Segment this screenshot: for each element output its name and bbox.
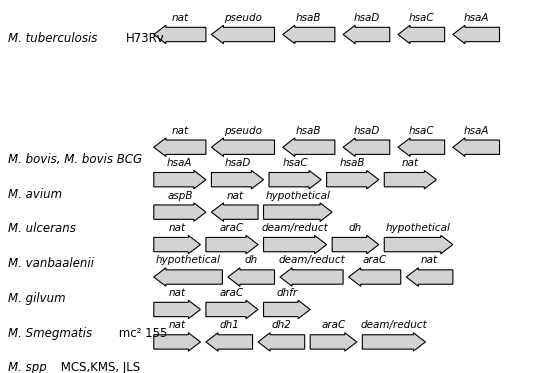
FancyArrow shape xyxy=(348,268,401,286)
Text: nat: nat xyxy=(169,223,186,233)
Text: pseudo: pseudo xyxy=(224,126,262,136)
Text: aspB: aspB xyxy=(167,191,193,201)
FancyArrow shape xyxy=(264,235,326,254)
FancyArrow shape xyxy=(264,203,332,221)
FancyArrow shape xyxy=(269,170,321,189)
Text: H73Rv: H73Rv xyxy=(126,32,165,46)
FancyArrow shape xyxy=(453,25,500,44)
FancyArrow shape xyxy=(206,333,253,351)
Text: araC: araC xyxy=(362,256,387,266)
Text: nat: nat xyxy=(171,126,188,136)
FancyArrow shape xyxy=(154,138,206,156)
FancyArrow shape xyxy=(211,25,274,44)
FancyArrow shape xyxy=(406,268,453,286)
Text: hypothetical: hypothetical xyxy=(156,256,221,266)
FancyArrow shape xyxy=(154,300,200,319)
Text: MCS,KMS, JLS: MCS,KMS, JLS xyxy=(57,361,141,373)
FancyArrow shape xyxy=(264,300,310,319)
Text: M. bovis, M. bovis BCG: M. bovis, M. bovis BCG xyxy=(8,153,142,166)
FancyArrow shape xyxy=(211,138,274,156)
Text: dh: dh xyxy=(245,256,258,266)
FancyArrow shape xyxy=(154,25,206,44)
FancyArrow shape xyxy=(154,333,200,351)
Text: hsaC: hsaC xyxy=(408,13,434,23)
Text: hsaB: hsaB xyxy=(296,126,321,136)
FancyArrow shape xyxy=(283,138,335,156)
Text: nat: nat xyxy=(169,320,186,330)
Text: hypothetical: hypothetical xyxy=(265,191,330,201)
FancyArrow shape xyxy=(154,203,206,221)
FancyArrow shape xyxy=(211,203,258,221)
Text: nat: nat xyxy=(421,256,438,266)
FancyArrow shape xyxy=(384,170,436,189)
Text: dh: dh xyxy=(349,223,362,233)
Text: nat: nat xyxy=(171,13,188,23)
FancyArrow shape xyxy=(211,170,264,189)
FancyArrow shape xyxy=(154,268,222,286)
FancyArrow shape xyxy=(228,268,274,286)
Text: dh2: dh2 xyxy=(272,320,291,330)
Text: hsaB: hsaB xyxy=(296,13,321,23)
FancyArrow shape xyxy=(206,300,258,319)
Text: hsaC: hsaC xyxy=(282,158,308,168)
Text: hsaA: hsaA xyxy=(464,126,489,136)
Text: hsaB: hsaB xyxy=(340,158,366,168)
FancyArrow shape xyxy=(343,25,390,44)
Text: M. Smegmatis: M. Smegmatis xyxy=(8,327,92,339)
Text: nat: nat xyxy=(169,288,186,298)
FancyArrow shape xyxy=(326,170,379,189)
Text: deam/reduct: deam/reduct xyxy=(361,320,427,330)
FancyArrow shape xyxy=(398,25,445,44)
Text: deam/reduct: deam/reduct xyxy=(278,256,345,266)
Text: araC: araC xyxy=(321,320,346,330)
Text: hsaD: hsaD xyxy=(225,158,251,168)
Text: M. avium: M. avium xyxy=(8,188,63,201)
Text: M. tuberculosis: M. tuberculosis xyxy=(8,32,101,46)
Text: hypothetical: hypothetical xyxy=(386,223,451,233)
Text: mc² 155: mc² 155 xyxy=(115,327,167,339)
FancyArrow shape xyxy=(154,235,200,254)
FancyArrow shape xyxy=(258,333,305,351)
Text: hsaC: hsaC xyxy=(408,126,434,136)
Text: pseudo: pseudo xyxy=(224,13,262,23)
Text: hsaA: hsaA xyxy=(464,13,489,23)
FancyArrow shape xyxy=(398,138,445,156)
FancyArrow shape xyxy=(453,138,500,156)
FancyArrow shape xyxy=(362,333,426,351)
FancyArrow shape xyxy=(332,235,379,254)
Text: M. spp: M. spp xyxy=(8,361,47,373)
FancyArrow shape xyxy=(343,138,390,156)
FancyArrow shape xyxy=(154,170,206,189)
FancyArrow shape xyxy=(384,235,453,254)
FancyArrow shape xyxy=(206,235,258,254)
FancyArrow shape xyxy=(283,25,335,44)
Text: hsaA: hsaA xyxy=(167,158,193,168)
Text: araC: araC xyxy=(220,288,244,298)
Text: hsaD: hsaD xyxy=(353,126,380,136)
Text: nat: nat xyxy=(402,158,419,168)
FancyArrow shape xyxy=(310,333,357,351)
Text: M. ulcerans: M. ulcerans xyxy=(8,222,76,235)
Text: dhfr: dhfr xyxy=(276,288,297,298)
Text: deam/reduct: deam/reduct xyxy=(262,223,329,233)
Text: dh1: dh1 xyxy=(220,320,239,330)
Text: araC: araC xyxy=(220,223,244,233)
FancyArrow shape xyxy=(280,268,343,286)
Text: M. vanbaalenii: M. vanbaalenii xyxy=(8,257,94,270)
Text: nat: nat xyxy=(226,191,243,201)
Text: hsaD: hsaD xyxy=(353,13,380,23)
Text: M. gilvum: M. gilvum xyxy=(8,292,66,305)
